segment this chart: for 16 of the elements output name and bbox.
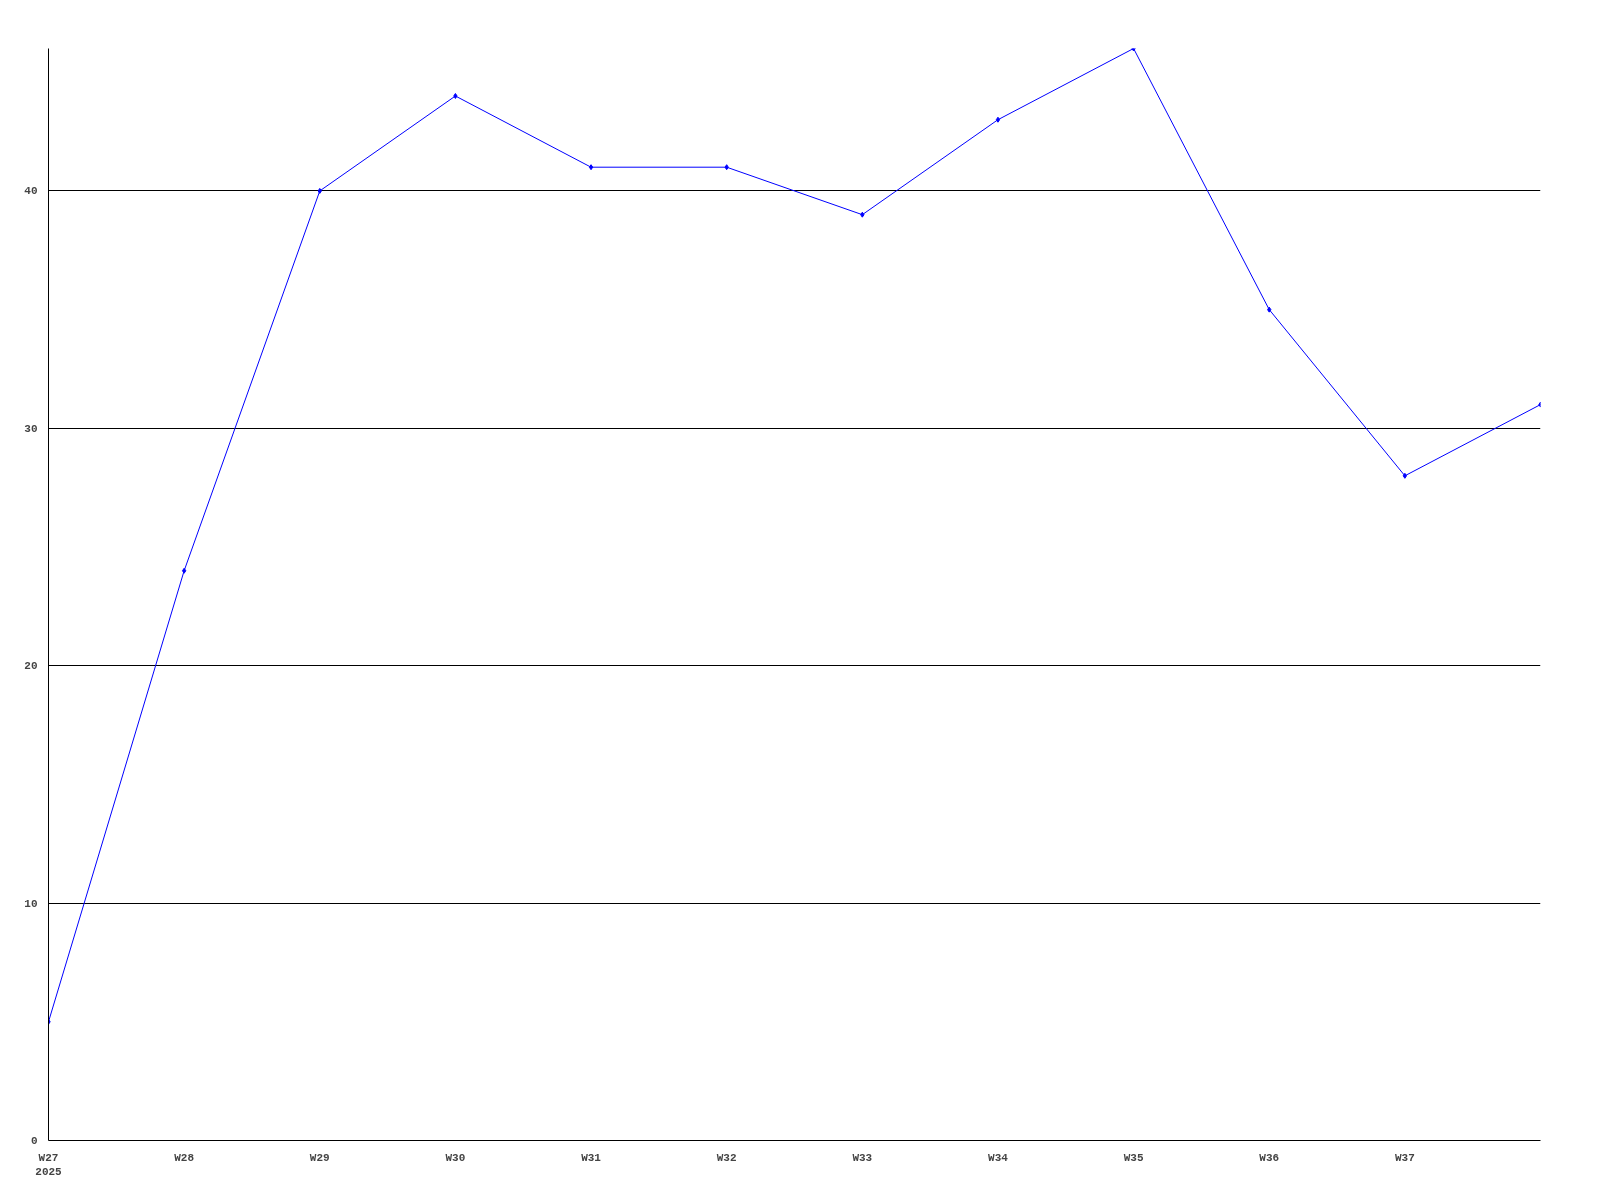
x-tick-label: W30 bbox=[445, 1151, 466, 1164]
y-tick-label: 0 bbox=[30, 1135, 38, 1147]
x-tick-label: W37 bbox=[1394, 1151, 1415, 1164]
x-tick-label: W29 bbox=[309, 1151, 330, 1164]
x-tick-label: W32 bbox=[716, 1151, 737, 1164]
x-tick-label: W34 bbox=[988, 1151, 1009, 1164]
y-tick-label: 10 bbox=[24, 897, 38, 910]
y-tick-label: 20 bbox=[24, 660, 38, 673]
x-tick-label: W28 bbox=[174, 1151, 195, 1164]
x-tick-label: W33 bbox=[852, 1151, 873, 1164]
y-tick-label: 40 bbox=[24, 185, 38, 198]
x-tick-label: W31 bbox=[581, 1151, 602, 1164]
x-tick-label: W36 bbox=[1259, 1151, 1280, 1164]
x-tick-label: W35 bbox=[1123, 1151, 1144, 1164]
y-tick-label: 30 bbox=[24, 422, 38, 435]
x-tick-label: W27 2025 bbox=[35, 1151, 63, 1178]
